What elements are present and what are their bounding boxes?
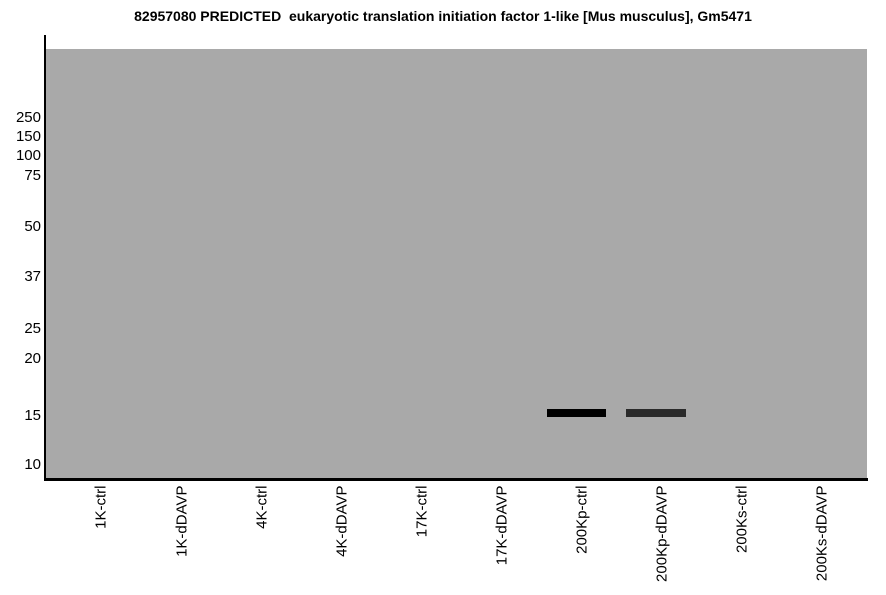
lane-label: 1K-dDAVP (173, 485, 191, 557)
lane-label: 200Kp-ctrl (573, 485, 591, 554)
protein-band (626, 409, 686, 417)
figure-title: 82957080 PREDICTED eukaryotic translatio… (134, 8, 752, 24)
y-axis-tick-label: 100 (15, 147, 41, 164)
y-axis-tick-label: 50 (24, 218, 41, 235)
y-axis-tick-label: 150 (15, 128, 41, 145)
protein-band (547, 409, 606, 417)
y-axis-line (44, 35, 46, 481)
lane-label: 17K-dDAVP (493, 485, 511, 566)
y-axis-tick-label: 75 (24, 167, 41, 184)
y-axis-tick-label: 15 (24, 407, 41, 424)
lane-label: 4K-ctrl (253, 485, 271, 529)
y-axis-tick-label: 25 (24, 320, 41, 337)
y-axis-tick-label: 20 (24, 350, 41, 367)
lane-label: 1K-ctrl (92, 485, 110, 529)
lane-label: 4K-dDAVP (333, 485, 351, 557)
lane-label: 17K-ctrl (413, 485, 431, 538)
y-axis-tick-label: 250 (15, 109, 41, 126)
lane-label: 200Ks-dDAVP (813, 485, 831, 582)
gel-plot-area (46, 49, 867, 478)
lane-label: 200Kp-dDAVP (653, 485, 671, 582)
y-axis-tick-label: 10 (24, 456, 41, 473)
y-axis-tick-label: 37 (24, 268, 41, 285)
lane-label: 200Ks-ctrl (733, 485, 751, 554)
x-axis-line (44, 478, 868, 481)
